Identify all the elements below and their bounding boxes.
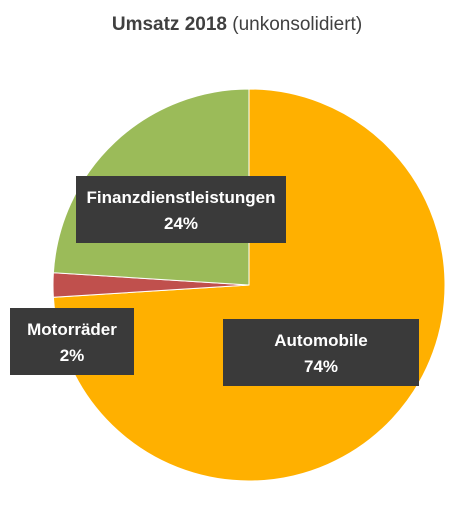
data-label-percent: 2% (60, 346, 85, 365)
data-label-percent: 74% (304, 357, 338, 376)
data-label-box (10, 308, 134, 375)
data-label-box (76, 176, 286, 243)
data-label-motorrader: Motorräder 2% (10, 308, 134, 375)
chart-title: Umsatz 2018 (unkonsolidiert) (0, 14, 474, 36)
chart-title-bold: Umsatz 2018 (111, 14, 227, 35)
chart-title-rest: (unkonsolidiert) (232, 14, 363, 35)
data-label-box (223, 319, 419, 386)
data-label-percent: 24% (164, 214, 198, 233)
data-label-category: Motorräder (27, 320, 117, 339)
data-label-automobile: Automobile 74% (223, 319, 419, 386)
data-label-finanzdienstleistungen: Finanzdienstleistungen 24% (76, 176, 286, 243)
data-label-category: Finanzdienstleistungen (87, 188, 276, 207)
data-label-category: Automobile (274, 331, 368, 350)
